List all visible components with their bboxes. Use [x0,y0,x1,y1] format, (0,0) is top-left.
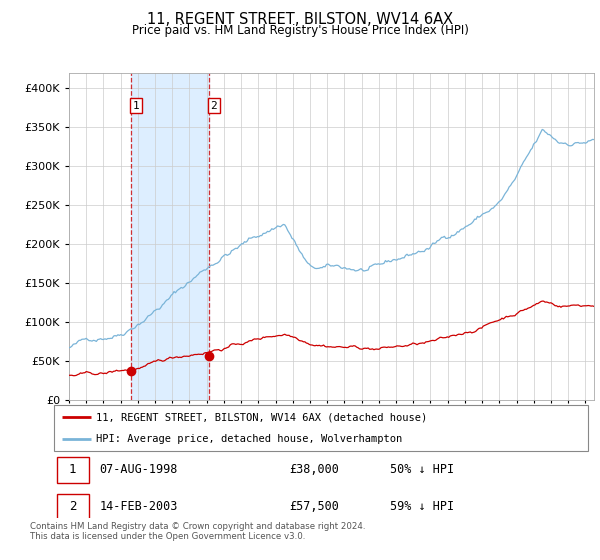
Bar [131,73,209,400]
Text: 2: 2 [69,500,76,513]
Text: 11, REGENT STREET, BILSTON, WV14 6AX (detached house): 11, REGENT STREET, BILSTON, WV14 6AX (de… [95,412,427,422]
Text: 50% ↓ HPI: 50% ↓ HPI [391,463,455,476]
FancyBboxPatch shape [56,493,89,519]
FancyBboxPatch shape [54,405,588,451]
Text: Price paid vs. HM Land Registry's House Price Index (HPI): Price paid vs. HM Land Registry's House … [131,24,469,36]
Text: 07-AUG-1998: 07-AUG-1998 [100,463,178,476]
Text: 1: 1 [133,101,139,111]
Text: 11, REGENT STREET, BILSTON, WV14 6AX: 11, REGENT STREET, BILSTON, WV14 6AX [147,12,453,27]
Text: 59% ↓ HPI: 59% ↓ HPI [391,500,455,513]
Text: Contains HM Land Registry data © Crown copyright and database right 2024.
This d: Contains HM Land Registry data © Crown c… [30,522,365,542]
Text: £38,000: £38,000 [289,463,339,476]
Text: 14-FEB-2003: 14-FEB-2003 [100,500,178,513]
Text: 2: 2 [211,101,217,111]
Text: HPI: Average price, detached house, Wolverhampton: HPI: Average price, detached house, Wolv… [95,435,402,444]
FancyBboxPatch shape [56,457,89,483]
Text: 1: 1 [69,463,76,476]
Text: £57,500: £57,500 [289,500,339,513]
